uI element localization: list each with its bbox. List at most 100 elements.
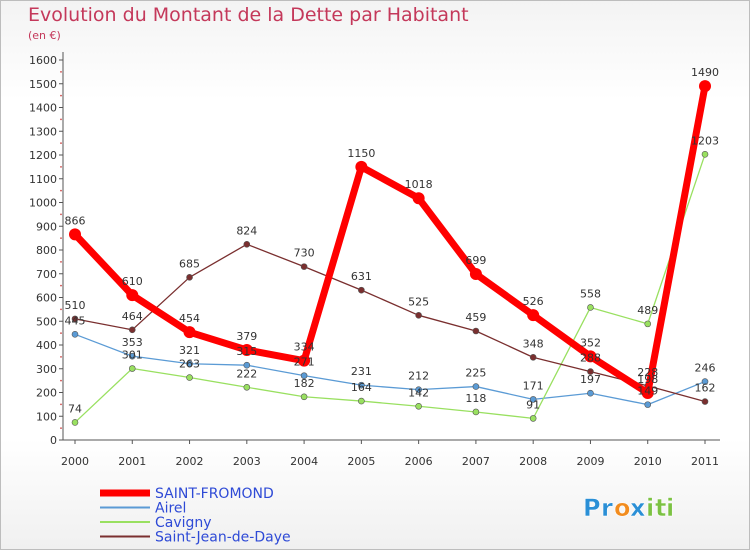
point-saint-fromond — [699, 80, 711, 93]
series-line-saint-jean-de-daye — [74, 243, 706, 403]
data-label-saint-fromond: 866 — [65, 214, 86, 227]
point-cavigny — [243, 383, 251, 391]
y-minor-tick — [60, 284, 62, 287]
point-airel — [529, 396, 537, 403]
y-tick-label: 500 — [36, 315, 57, 328]
data-label-saint-fromond: 699 — [465, 254, 486, 267]
point-saint-jean-de-daye — [701, 398, 709, 405]
x-tick-label: 2005 — [347, 455, 375, 468]
data-label-saint-fromond: 334 — [294, 341, 315, 354]
point-cavigny — [71, 419, 79, 426]
data-label-cavigny: 164 — [351, 381, 372, 394]
point-cavigny — [186, 374, 193, 381]
point-saint-fromond — [240, 343, 253, 356]
data-label-airel: 171 — [523, 379, 544, 392]
data-label-cavigny: 182 — [294, 377, 315, 390]
point-saint-fromond — [355, 160, 368, 173]
y-minor-tick — [60, 165, 62, 168]
legend-label-saint-fromond: SAINT-FROMOND — [155, 486, 274, 502]
logo-letter: i — [646, 494, 654, 522]
y-minor-tick — [60, 70, 62, 73]
data-label-saint-jean-de-daye: 631 — [351, 270, 372, 283]
point-saint-fromond — [412, 192, 425, 205]
point-saint-jean-de-daye — [472, 327, 480, 335]
point-saint-jean-de-daye — [300, 263, 308, 270]
x-tick-label: 2009 — [576, 455, 604, 468]
x-tick-label: 2007 — [462, 455, 490, 468]
data-label-cavigny: 1203 — [691, 134, 719, 147]
y-tick-label: 1200 — [29, 149, 57, 162]
data-label-airel: 246 — [695, 362, 716, 375]
y-tick-label: 1000 — [29, 197, 57, 210]
point-airel — [587, 389, 594, 397]
point-cavigny — [415, 402, 422, 410]
point-cavigny — [472, 408, 480, 416]
y-minor-tick — [60, 94, 62, 97]
point-airel — [71, 331, 79, 338]
point-saint-jean-de-daye — [243, 241, 251, 248]
point-airel — [300, 372, 308, 379]
y-minor-tick — [60, 427, 62, 430]
y-tick-label: 1300 — [29, 125, 57, 138]
y-minor-tick — [60, 260, 62, 263]
y-minor-tick — [60, 403, 62, 406]
point-saint-fromond — [183, 326, 196, 339]
data-label-cavigny: 263 — [179, 358, 200, 371]
y-minor-tick — [60, 237, 62, 240]
point-airel — [415, 386, 422, 393]
y-tick-label: 700 — [36, 268, 57, 281]
y-tick-label: 300 — [36, 363, 57, 376]
point-cavigny — [529, 415, 537, 422]
chart-subtitle: (en €) — [28, 29, 61, 42]
y-tick-label: 400 — [36, 339, 57, 352]
data-label-saint-fromond: 1018 — [405, 178, 433, 191]
data-label-saint-fromond: 454 — [179, 312, 200, 325]
point-cavigny — [128, 365, 136, 372]
y-tick-label: 0 — [50, 434, 57, 447]
data-label-cavigny: 222 — [236, 367, 257, 380]
legend-label-saint-jean-de-daye: Saint-Jean-de-Daye — [155, 530, 291, 546]
data-label-saint-jean-de-daye: 824 — [236, 224, 257, 237]
point-cavigny — [358, 397, 365, 405]
series-line-airel — [74, 333, 706, 406]
data-label-airel: 149 — [637, 385, 658, 398]
x-tick-label: 2003 — [233, 455, 261, 468]
point-airel — [644, 401, 652, 408]
data-label-saint-fromond: 610 — [122, 275, 143, 288]
data-label-cavigny: 91 — [526, 398, 540, 411]
x-tick-label: 2002 — [176, 455, 204, 468]
data-label-saint-jean-de-daye: 288 — [580, 352, 601, 365]
y-minor-tick — [60, 308, 62, 311]
data-label-airel: 321 — [179, 344, 200, 357]
logo-letter: P — [583, 494, 601, 522]
data-label-saint-jean-de-daye: 730 — [294, 247, 315, 260]
data-label-airel: 445 — [65, 314, 86, 327]
data-label-saint-jean-de-daye: 228 — [637, 366, 658, 379]
point-saint-fromond — [527, 309, 540, 322]
point-airel — [358, 381, 365, 389]
chart-title: Evolution du Montant de la Dette par Hab… — [28, 4, 469, 26]
data-label-airel: 271 — [294, 356, 315, 369]
y-tick-label: 200 — [36, 387, 57, 400]
data-label-airel: 231 — [351, 365, 372, 378]
point-saint-fromond — [69, 228, 81, 241]
point-cavigny — [701, 150, 709, 158]
point-saint-jean-de-daye — [128, 326, 136, 334]
data-label-cavigny: 142 — [408, 386, 429, 399]
point-airel — [472, 383, 480, 390]
series-line-cavigny — [74, 154, 706, 423]
data-label-airel: 315 — [236, 345, 257, 358]
data-label-cavigny: 74 — [68, 402, 82, 415]
point-saint-jean-de-daye — [415, 312, 422, 319]
x-tick-label: 2001 — [118, 455, 146, 468]
data-label-cavigny: 558 — [580, 287, 601, 300]
logo-letter: r — [601, 494, 613, 522]
point-cavigny — [587, 304, 594, 311]
data-label-saint-jean-de-daye: 464 — [122, 310, 143, 323]
series-line-saint-fromond — [72, 85, 709, 397]
logo-letter: o — [614, 494, 631, 522]
point-saint-jean-de-daye — [71, 315, 79, 323]
x-tick-label: 2010 — [634, 455, 662, 468]
